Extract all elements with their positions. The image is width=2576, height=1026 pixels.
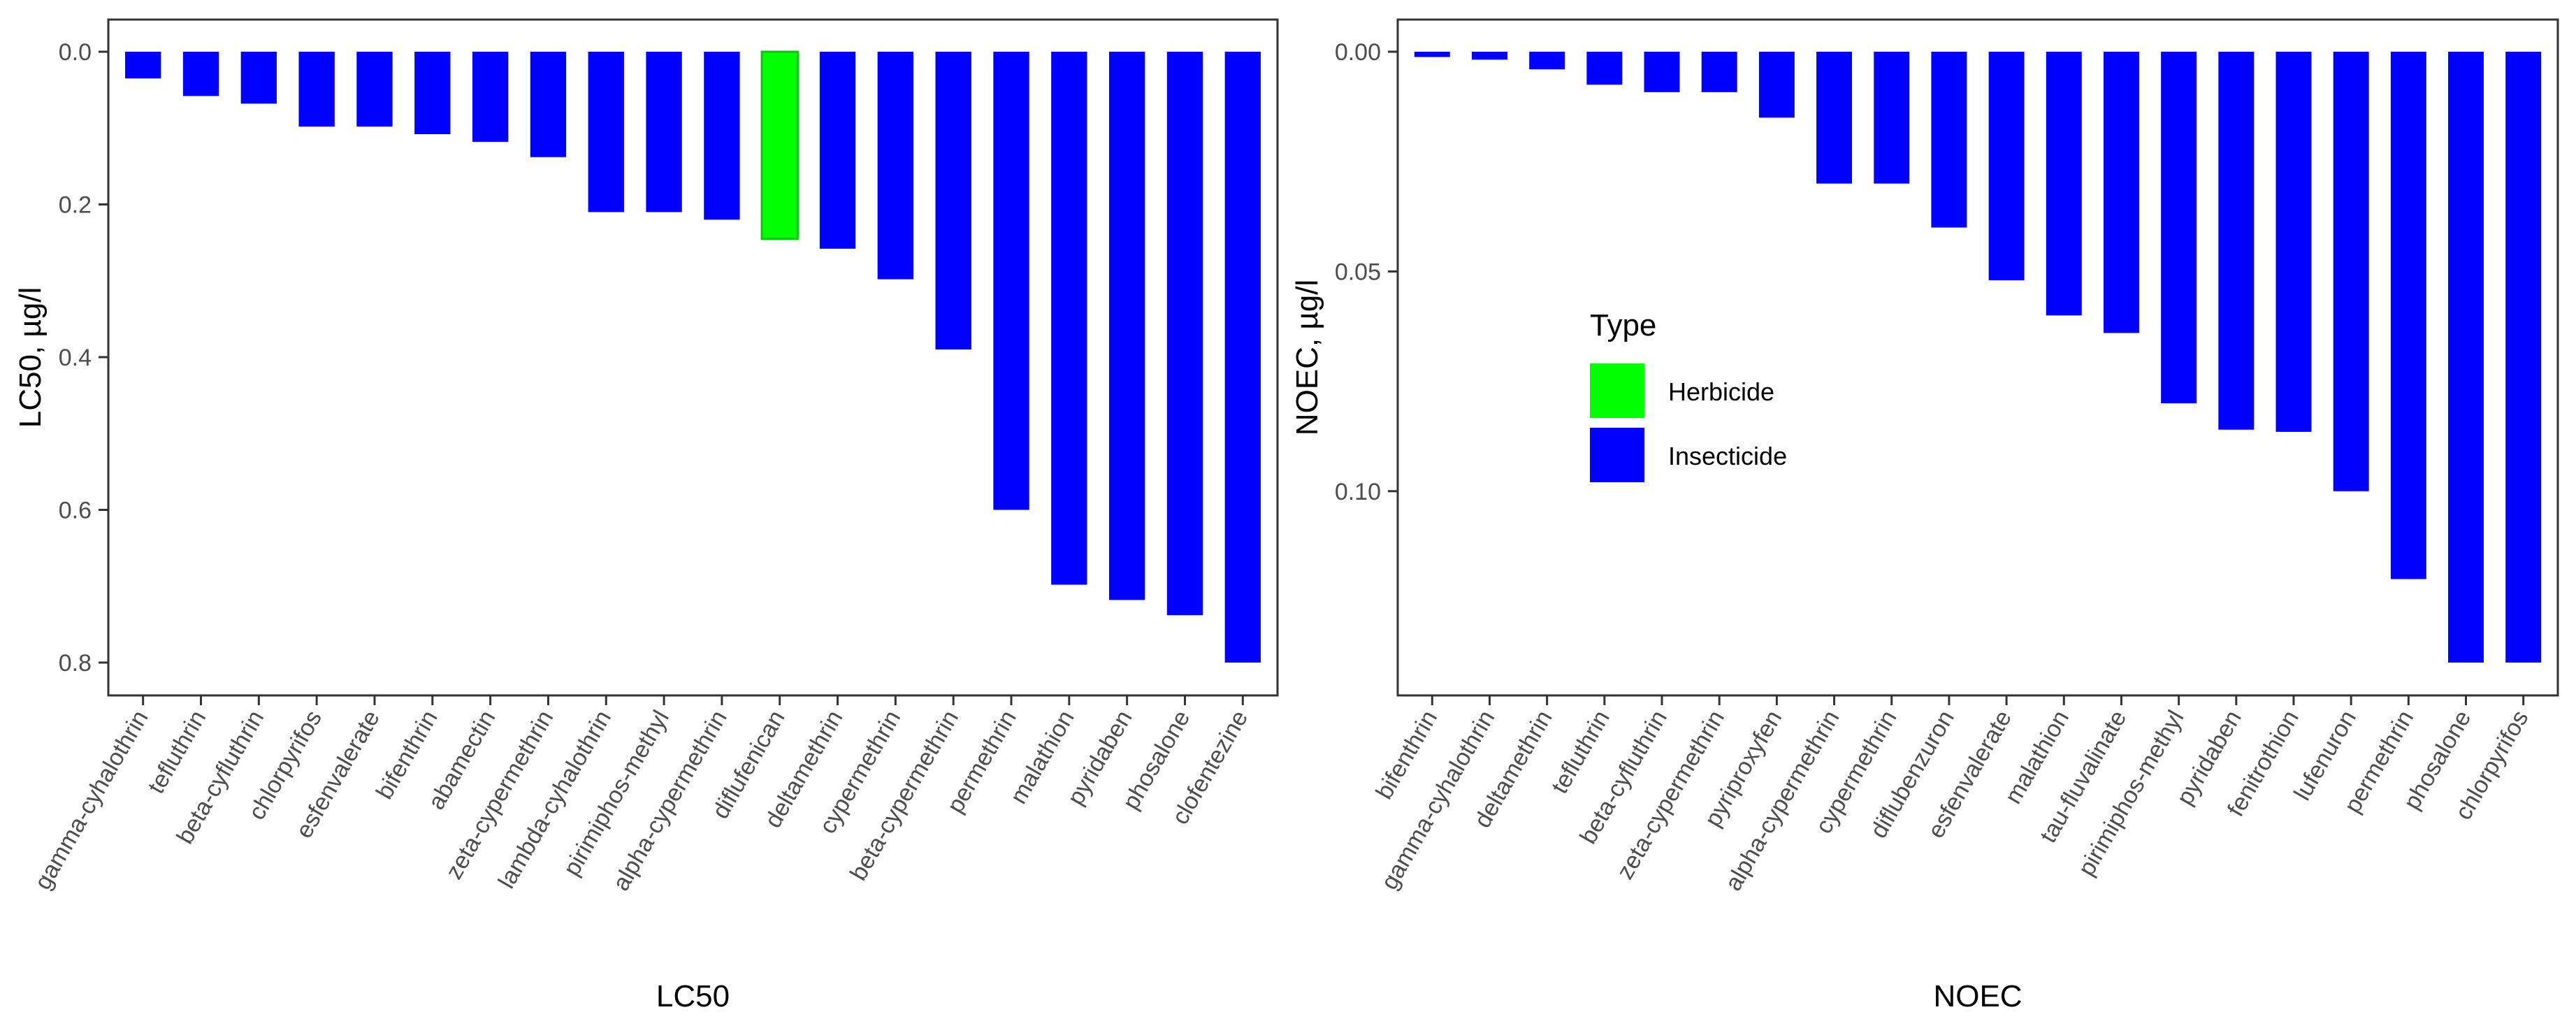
noec-bar-pyridaben bbox=[2218, 52, 2255, 430]
lc50-panel: 0.00.20.40.60.8gamma-cyhalothrintefluthr… bbox=[13, 18, 1279, 1013]
lc50-x-tick-label: beta-cypermethrin bbox=[845, 706, 964, 885]
legend: Type Herbicide Insecticide bbox=[1590, 308, 1787, 482]
lc50-bar-beta-cypermethrin bbox=[935, 52, 971, 350]
lc50-bar-permethrin bbox=[993, 52, 1029, 510]
noec-x-tick-label: pirimiphos-methyl bbox=[2073, 706, 2189, 881]
noec-bar-fenitrothion bbox=[2275, 52, 2312, 432]
legend-label-insecticide: Insecticide bbox=[1668, 442, 1787, 470]
lc50-y-tick-label: 0.2 bbox=[59, 192, 92, 219]
noec-bar-pirimiphos-methyl bbox=[2161, 52, 2197, 404]
lc50-bar-bifenthrin bbox=[414, 52, 451, 134]
lc50-bar-cypermethrin bbox=[877, 52, 914, 280]
lc50-bar-esfenvalerate bbox=[356, 52, 393, 127]
lc50-bar-beta-cyfluthrin bbox=[240, 52, 277, 104]
noec-bar-phosalone bbox=[2448, 52, 2484, 663]
lc50-bar-pyridaben bbox=[1108, 52, 1145, 600]
lc50-x-tick-label: gamma-cyhalothrin bbox=[29, 706, 153, 894]
lc50-bar-diflufenican bbox=[760, 50, 799, 240]
noec-bar-pyriproxyfen bbox=[1758, 52, 1795, 118]
noec-bar-tefluthrin bbox=[1586, 52, 1623, 85]
lc50-bar-tefluthrin bbox=[182, 52, 219, 96]
legend-label-herbicide: Herbicide bbox=[1668, 377, 1774, 406]
lc50-bar-gamma-cyhalothrin bbox=[125, 52, 161, 79]
noec-bar-esfenvalerate bbox=[1988, 52, 2025, 280]
noec-bar-tau-fluvalinate bbox=[2103, 52, 2139, 333]
lc50-bar-deltamethrin bbox=[819, 52, 856, 249]
noec-y-axis-title: NOEC, µg/l bbox=[1290, 280, 1324, 435]
lc50-bar-clofentezine bbox=[1224, 52, 1261, 663]
lc50-y-tick-label: 0.0 bbox=[59, 39, 92, 66]
noec-panel-border bbox=[1396, 18, 2559, 697]
lc50-x-tick-label: pirimiphos-methyl bbox=[558, 706, 674, 881]
noec-bar-deltamethrin bbox=[1529, 52, 1565, 70]
lc50-bar-chlorpyrifos bbox=[298, 52, 335, 127]
noec-bar-alpha-cypermethrin bbox=[1816, 52, 1853, 184]
noec-bar-cypermethrin bbox=[1874, 52, 1910, 184]
noec-bar-gamma-cyhalothrin bbox=[1472, 52, 1507, 60]
lc50-bar-phosalone bbox=[1166, 52, 1203, 616]
lc50-panel-border bbox=[107, 18, 1279, 697]
noec-bar-lufenuron bbox=[2333, 52, 2369, 491]
lc50-bar-abamectin bbox=[472, 52, 509, 142]
noec-y-tick-label: 0.10 bbox=[1335, 479, 1381, 505]
noec-bar-permethrin bbox=[2390, 52, 2426, 579]
lc50-y-tick-label: 0.4 bbox=[59, 345, 92, 371]
lc50-bar-pirimiphos-methyl bbox=[646, 52, 682, 212]
lc50-bar-malathion bbox=[1051, 52, 1087, 585]
lc50-bar-alpha-cypermethrin bbox=[704, 52, 740, 220]
noec-bar-beta-cyfluthrin bbox=[1644, 52, 1680, 92]
noec-bar-chlorpyrifos bbox=[2505, 52, 2542, 663]
lc50-y-axis-title: LC50, µg/l bbox=[13, 287, 48, 428]
noec-bar-zeta-cypermethrin bbox=[1701, 52, 1737, 92]
legend-swatch-herbicide bbox=[1590, 363, 1644, 418]
legend-title: Type bbox=[1590, 308, 1656, 342]
noec-bar-bifenthrin bbox=[1414, 52, 1450, 57]
noec-y-tick-label: 0.00 bbox=[1335, 39, 1381, 66]
noec-bar-diflubenzuron bbox=[1931, 52, 1967, 228]
lc50-x-tick-label: zeta-cypermethrin bbox=[440, 706, 558, 884]
noec-bar-malathion bbox=[2046, 52, 2082, 316]
lc50-y-tick-label: 0.8 bbox=[59, 650, 92, 677]
noec-panel: 0.000.050.10bifenthringamma-cyhalothrind… bbox=[1290, 18, 2559, 1013]
noec-x-axis-title: NOEC bbox=[1933, 979, 2022, 1013]
lc50-x-axis-title: LC50 bbox=[656, 979, 730, 1013]
lc50-bar-zeta-cypermethrin bbox=[530, 52, 567, 157]
lc50-bar-lambda-cyhalothrin bbox=[588, 52, 624, 212]
legend-swatch-insecticide bbox=[1590, 428, 1644, 482]
lc50-y-tick-label: 0.6 bbox=[59, 498, 92, 524]
noec-y-tick-label: 0.05 bbox=[1335, 259, 1381, 285]
